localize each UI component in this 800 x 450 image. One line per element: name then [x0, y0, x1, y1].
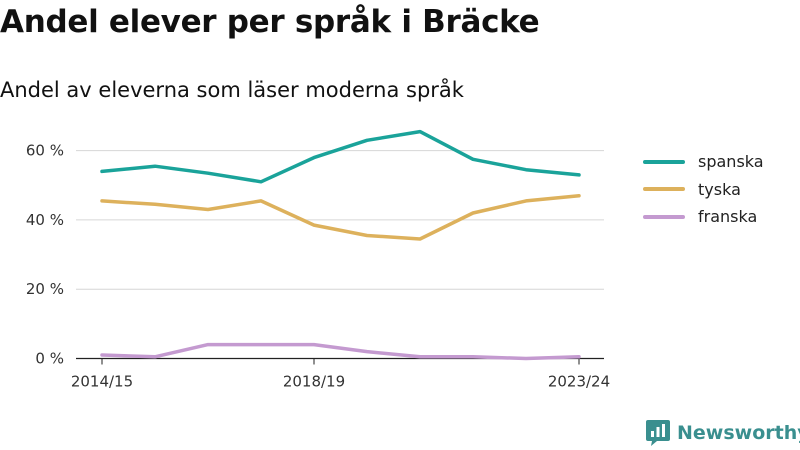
y-axis-ticks: 0 % 20 % 40 % 60 %	[26, 142, 64, 368]
chart-subtitle: Andel av eleverna som läser moderna språ…	[0, 78, 464, 102]
series-line-spanska	[100, 129, 581, 184]
y-tick-label: 0 %	[35, 350, 64, 368]
x-tick-label: 2023/24	[548, 373, 610, 391]
brand-logo[interactable]: Newsworthy	[645, 419, 800, 447]
legend-swatch-spanska	[643, 159, 685, 164]
legend-item-spanska[interactable]: spanska	[643, 148, 764, 176]
legend: spanska tyska franska	[643, 148, 764, 231]
legend-item-franska[interactable]: franska	[643, 203, 764, 231]
bar-chart-icon	[646, 420, 670, 446]
legend-item-tyska[interactable]: tyska	[643, 176, 764, 204]
y-tick-label: 40 %	[26, 211, 64, 229]
brand-name: Newsworthy	[677, 422, 800, 444]
x-tick-label: 2018/19	[283, 373, 345, 391]
y-tick-label: 20 %	[26, 280, 64, 298]
chart-title: Andel elever per språk i Bräcke	[0, 4, 540, 40]
legend-label-tyska: tyska	[698, 179, 741, 199]
x-tick-label: 2014/15	[71, 373, 133, 391]
legend-label-spanska: spanska	[698, 152, 764, 172]
y-tick-label: 60 %	[26, 142, 64, 160]
gridlines	[76, 150, 604, 290]
series-line-franska	[100, 342, 581, 361]
x-axis-ticks: 2014/15 2018/19 2023/24	[71, 358, 610, 391]
series-lines	[100, 129, 581, 361]
series-line-tyska	[100, 193, 581, 241]
legend-swatch-tyska	[643, 187, 685, 192]
legend-label-franska: franska	[698, 207, 758, 227]
legend-swatch-franska	[643, 214, 685, 219]
